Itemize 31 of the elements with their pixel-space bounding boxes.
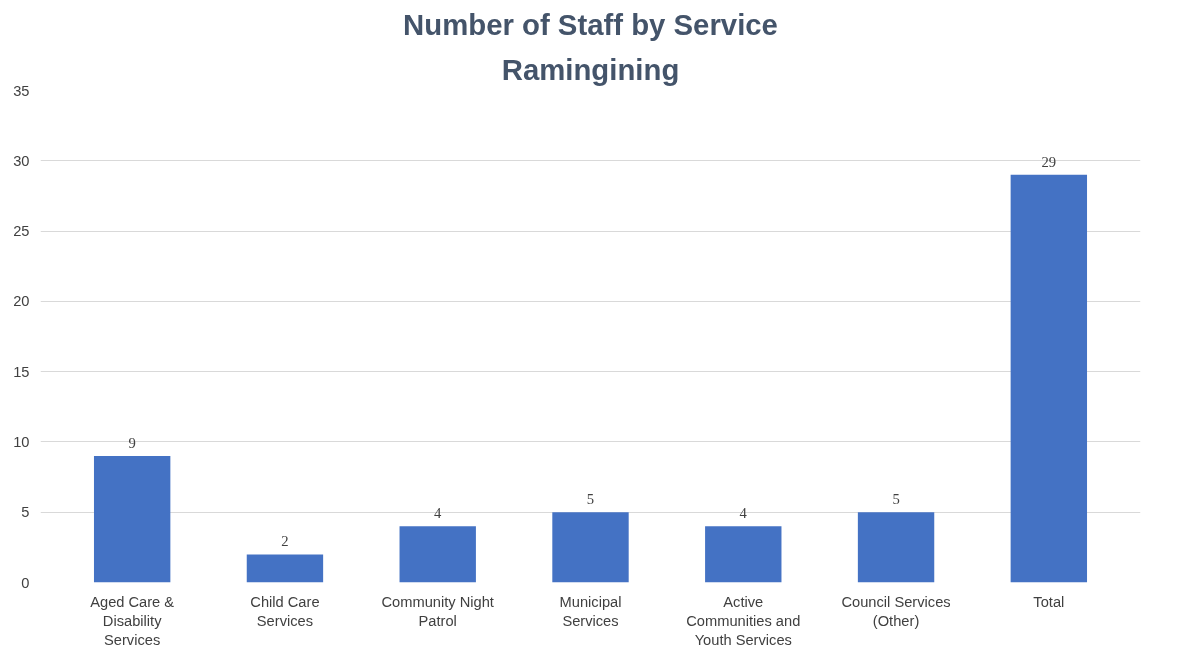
bar (705, 526, 782, 583)
bar (399, 526, 476, 583)
chart-subtitle: Ramingining (501, 52, 680, 86)
bar (1010, 174, 1088, 583)
bar (857, 512, 935, 583)
y-tick-label: 15 (13, 363, 30, 380)
bar (552, 512, 629, 583)
data-label: 5 (586, 491, 595, 508)
y-tick-label: 5 (21, 504, 30, 521)
x-tick-label: Active Communities and Youth Services (686, 593, 801, 648)
y-tick-label: 0 (21, 574, 30, 591)
bar (93, 455, 171, 583)
chart-title: Number of Staff by Service (403, 7, 778, 41)
x-tick-label: Child Care Services (250, 593, 320, 629)
data-label: 4 (739, 505, 748, 522)
y-tick-label: 35 (13, 82, 30, 99)
x-tick-label: Aged Care & Disability Services (90, 593, 175, 648)
x-tick-label: Municipal Services (559, 593, 622, 629)
data-label: 5 (892, 491, 900, 508)
y-tick-label: 30 (13, 152, 30, 169)
data-label: 4 (434, 505, 443, 522)
bar (246, 554, 324, 583)
x-tick-label: Council Services (Other) (841, 593, 951, 629)
y-tick-label: 10 (13, 433, 30, 450)
x-tick-label: Total (1033, 593, 1065, 610)
data-label: 29 (1041, 153, 1057, 170)
x-tick-label: Community Night Patrol (381, 593, 494, 629)
data-label: 2 (281, 533, 289, 550)
y-tick-label: 20 (13, 293, 30, 310)
y-tick-label: 25 (13, 223, 30, 240)
data-label: 9 (128, 434, 136, 451)
